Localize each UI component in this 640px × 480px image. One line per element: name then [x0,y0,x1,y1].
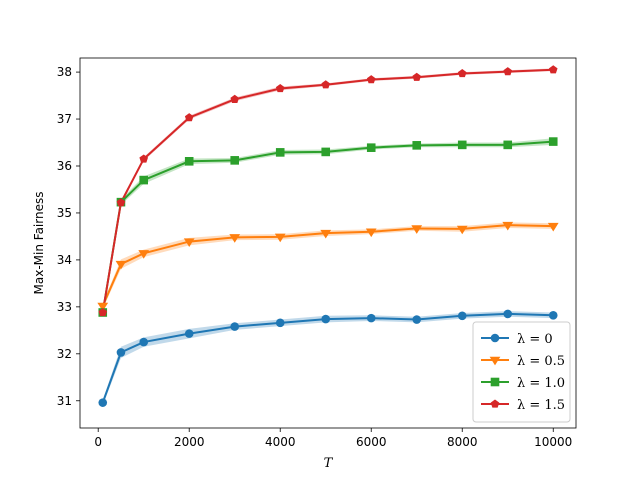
series-3-point [548,65,558,74]
series-3-point [116,198,126,207]
y-tick-label: 32 [57,347,72,361]
series-0-point [548,311,558,320]
series-3-point [412,72,422,81]
legend-marker [490,333,500,343]
series-3-point [366,75,376,84]
series-3-point [321,80,331,89]
series-2-point [366,143,376,152]
legend-label: λ = 1.0 [517,376,565,391]
y-tick-label: 37 [57,112,72,126]
x-tick-label: 6000 [356,435,387,449]
series-2-point [503,140,513,150]
series-2-point [457,140,467,150]
x-axis-label: T [324,456,334,471]
series-0-point [321,314,331,324]
series-0-point [275,318,285,328]
y-tick-label: 38 [57,65,72,79]
y-axis-label: Max-Min Fairness [32,192,46,295]
legend-marker [489,356,501,366]
series-1-point [229,234,241,243]
legend-box [472,321,571,423]
series-2-point [321,147,331,157]
x-axis-ticks: 0 2000 4000 6000 8000 10000 [94,428,572,449]
series-1-point [547,222,559,232]
series-2-point [275,148,285,157]
y-tick-label: 33 [57,300,72,314]
y-tick-label: 35 [57,206,72,220]
series-1-point [320,229,332,239]
series-3-line [101,68,554,313]
series-markers [97,65,559,407]
x-tick-label: 10000 [534,435,572,449]
x-tick-label: 2000 [174,435,205,449]
legend-label: λ = 0.5 [517,354,565,369]
series-2-point [139,175,149,185]
legend-marker [490,377,500,387]
series-1-point [456,225,468,235]
series-0-point [98,398,108,407]
series-1-point [138,250,150,259]
series-1-point [97,302,109,312]
legend-label: λ = 1.5 [517,398,565,413]
series-0-point [412,315,422,324]
series-3-point [98,307,108,317]
series-3-point [184,113,194,122]
series-0-point [116,348,126,357]
series-0-point [366,313,376,323]
series-2-point [412,141,422,150]
x-tick-label: 8000 [447,435,478,449]
series-2-point [548,137,558,146]
plot-frame [79,57,577,429]
series-0-point [184,329,194,338]
y-tick-label: 31 [57,394,72,408]
series-1-point [365,228,377,238]
series-1-point [274,233,286,243]
series-1-line [101,224,554,307]
legend-marker [490,399,500,408]
series-3-point [275,84,285,93]
legend-label: λ = 0 [517,332,553,347]
series-0-point [457,311,467,321]
series-1-point [115,260,127,270]
series-1-point [411,225,423,234]
series-3-point [503,67,513,76]
y-tick-label: 36 [57,159,72,173]
series-2-point [230,156,240,165]
series-2-point [184,156,194,166]
series-3-point [457,68,467,78]
series-3-point [230,94,240,103]
y-tick-label: 34 [57,253,72,267]
series-0-point [503,309,513,319]
y-axis-ticks: 31 32 33 34 35 36 37 38 [57,65,80,408]
series-0-point [139,337,149,347]
series-0-point [230,322,240,331]
series-1-point [183,238,195,247]
x-tick-label: 4000 [265,435,296,449]
x-tick-label: 0 [94,435,102,449]
legend: λ = 0 λ = 0.5 λ = 1.0 λ = 1.5 [472,321,571,423]
series-3-point [139,154,148,163]
series-1-point [502,221,514,231]
